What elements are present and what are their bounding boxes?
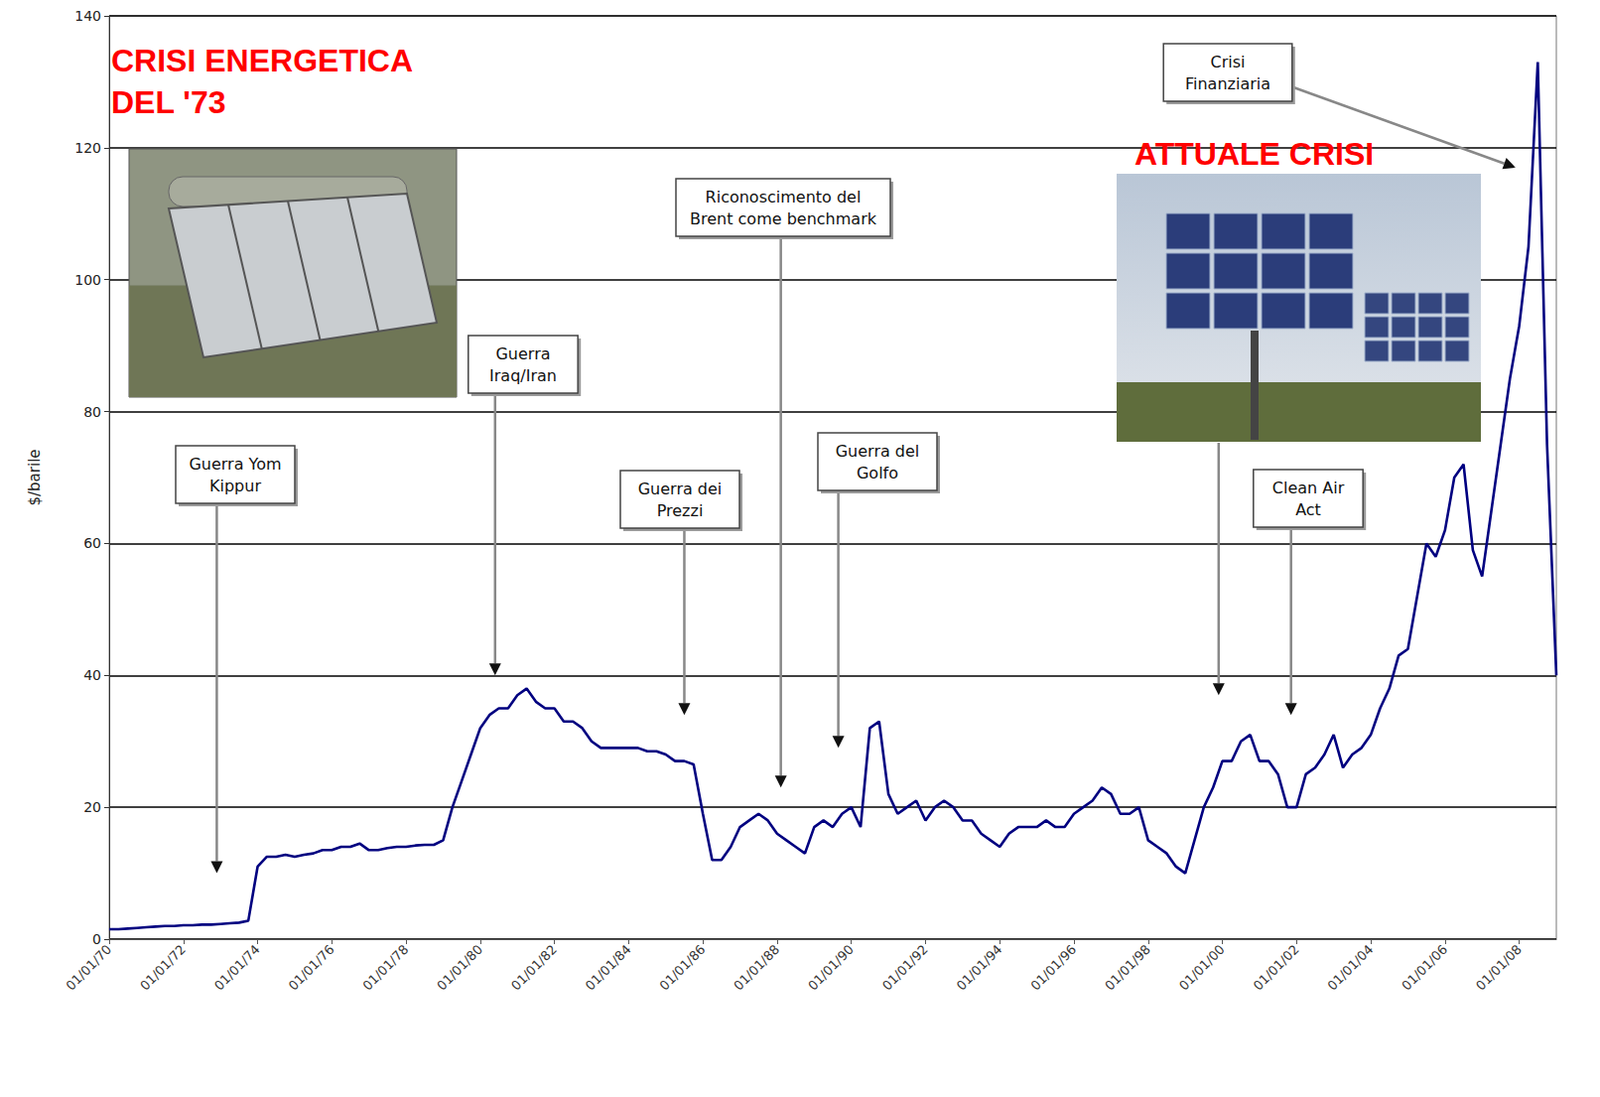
svg-text:20: 20 <box>83 799 102 815</box>
svg-text:01/01/86: 01/01/86 <box>657 941 709 994</box>
svg-text:80: 80 <box>83 403 102 420</box>
svg-text:01/01/76: 01/01/76 <box>285 941 338 994</box>
svg-text:01/01/70: 01/01/70 <box>62 941 115 994</box>
svg-text:01/01/72: 01/01/72 <box>136 941 189 994</box>
svg-text:0: 0 <box>92 931 102 947</box>
svg-text:Riconoscimento del: Riconoscimento del <box>705 187 862 207</box>
svg-text:01/01/92: 01/01/92 <box>879 941 932 994</box>
svg-text:Guerra del: Guerra del <box>835 441 921 461</box>
svg-text:01/01/88: 01/01/88 <box>730 941 783 994</box>
svg-text:Prezzi: Prezzi <box>657 501 704 521</box>
svg-text:01/01/08: 01/01/08 <box>1472 941 1525 994</box>
svg-text:120: 120 <box>74 139 102 156</box>
svg-text:Kippur: Kippur <box>209 476 262 496</box>
svg-text:DEL '73: DEL '73 <box>111 84 227 121</box>
svg-text:Clean Air: Clean Air <box>1272 478 1345 498</box>
svg-text:01/01/96: 01/01/96 <box>1027 941 1079 994</box>
svg-text:$/barile: $/barile <box>25 448 44 506</box>
svg-text:Guerra Yom: Guerra Yom <box>188 454 281 474</box>
svg-text:01/01/04: 01/01/04 <box>1325 941 1377 994</box>
svg-text:01/01/02: 01/01/02 <box>1250 941 1303 994</box>
svg-text:01/01/80: 01/01/80 <box>433 941 486 994</box>
svg-text:Guerra dei: Guerra dei <box>638 479 723 499</box>
svg-text:60: 60 <box>83 534 102 551</box>
svg-text:01/01/78: 01/01/78 <box>360 941 412 994</box>
svg-text:01/01/74: 01/01/74 <box>211 941 264 994</box>
svg-text:Crisi: Crisi <box>1210 52 1246 72</box>
svg-text:01/01/84: 01/01/84 <box>582 941 635 994</box>
svg-text:01/01/90: 01/01/90 <box>804 941 857 994</box>
svg-text:01/01/06: 01/01/06 <box>1398 941 1451 994</box>
svg-text:01/01/98: 01/01/98 <box>1101 941 1154 994</box>
svg-text:CRISI ENERGETICA: CRISI ENERGETICA <box>111 42 413 79</box>
svg-text:Golfo: Golfo <box>856 463 899 483</box>
svg-text:Finanziaria: Finanziaria <box>1185 74 1271 94</box>
svg-text:01/01/82: 01/01/82 <box>508 941 560 994</box>
svg-text:100: 100 <box>74 271 102 288</box>
svg-text:40: 40 <box>83 666 102 683</box>
svg-text:01/01/94: 01/01/94 <box>953 941 1006 994</box>
svg-text:Act: Act <box>1295 500 1322 520</box>
svg-text:Guerra: Guerra <box>495 344 550 364</box>
svg-text:140: 140 <box>74 7 102 24</box>
svg-text:Brent come benchmark: Brent come benchmark <box>689 209 878 229</box>
svg-text:Iraq/Iran: Iraq/Iran <box>489 366 557 386</box>
svg-text:ATTUALE CRISI: ATTUALE CRISI <box>1134 135 1374 172</box>
svg-text:01/01/00: 01/01/00 <box>1176 941 1228 994</box>
